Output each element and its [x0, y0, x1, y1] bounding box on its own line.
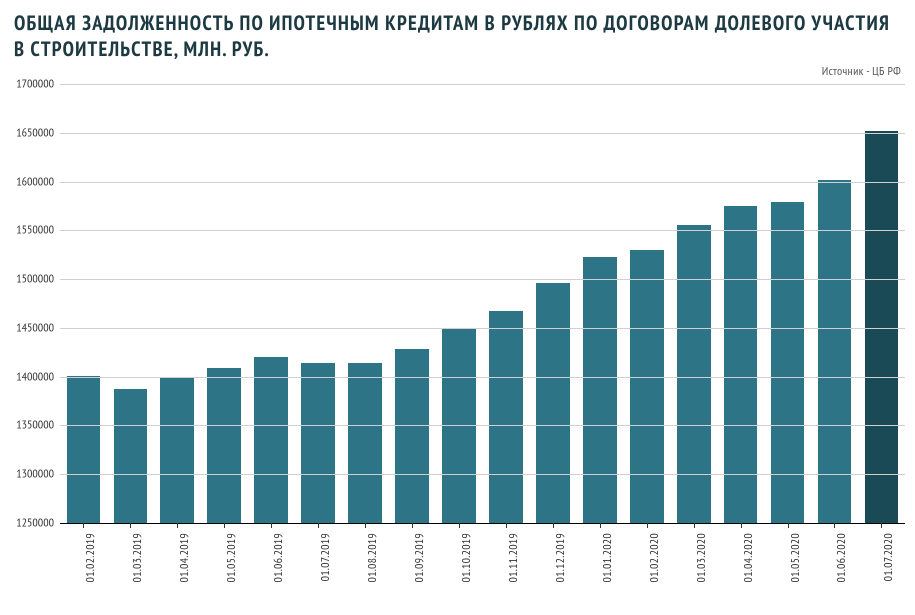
x-tick: [83, 523, 84, 528]
x-tick: [600, 523, 601, 528]
bar: [583, 257, 617, 523]
x-tick-label: 01.07.2020: [881, 533, 896, 581]
bar-slot: 01.03.2019: [107, 84, 154, 523]
x-tick: [459, 523, 460, 528]
bar-slot: 01.12.2019: [529, 84, 576, 523]
grid-line: [60, 474, 905, 475]
x-tick: [647, 523, 648, 528]
plot-area: 01.02.201901.03.201901.04.201901.05.2019…: [60, 84, 905, 524]
bar-slot: 01.07.2019: [295, 84, 342, 523]
bars-group: 01.02.201901.03.201901.04.201901.05.2019…: [60, 84, 905, 523]
x-tick-label: 01.06.2019: [271, 533, 286, 582]
grid-line: [60, 182, 905, 183]
bar: [536, 283, 570, 523]
x-tick: [741, 523, 742, 528]
bar: [254, 357, 288, 523]
x-tick-label: 01.12.2019: [553, 533, 568, 582]
bar-slot: 01.04.2019: [154, 84, 201, 523]
grid-line: [60, 425, 905, 426]
x-tick-label: 01.08.2019: [365, 533, 380, 582]
x-tick-label: 01.11.2019: [506, 533, 521, 582]
y-tick-label: 1600000: [16, 174, 54, 189]
x-tick: [412, 523, 413, 528]
y-tick-label: 1350000: [16, 418, 54, 433]
bar: [395, 349, 429, 523]
grid-line: [60, 377, 905, 378]
grid-line: [60, 133, 905, 134]
bar: [207, 368, 241, 523]
x-tick-label: 01.01.2020: [600, 533, 615, 582]
x-tick-label: 01.03.2020: [694, 533, 709, 582]
chart-title: ОБЩАЯ ЗАДОЛЖЕННОСТЬ ПО ИПОТЕЧНЫМ КРЕДИТА…: [14, 10, 901, 62]
x-tick: [318, 523, 319, 528]
x-tick-label: 01.07.2019: [318, 533, 333, 581]
x-tick-label: 01.02.2019: [83, 533, 98, 582]
x-tick-label: 01.05.2020: [788, 533, 803, 582]
x-tick: [224, 523, 225, 528]
bar: [301, 363, 335, 523]
bar-slot: 01.11.2019: [482, 84, 529, 523]
grid-line: [60, 328, 905, 329]
bar: [67, 376, 101, 523]
x-tick-label: 01.03.2019: [130, 533, 145, 582]
bar-slot: 01.08.2019: [342, 84, 389, 523]
bar: [160, 378, 194, 523]
x-tick-label: 01.05.2019: [224, 533, 239, 582]
grid-line: [60, 230, 905, 231]
y-tick-label: 1250000: [16, 516, 54, 531]
x-tick: [788, 523, 789, 528]
bar-slot: 01.06.2019: [248, 84, 295, 523]
x-tick-label: 01.06.2020: [834, 533, 849, 582]
bar-slot: 01.04.2020: [717, 84, 764, 523]
chart-container: ОБЩАЯ ЗАДОЛЖЕННОСТЬ ПО ИПОТЕЧНЫМ КРЕДИТА…: [0, 0, 915, 615]
y-tick-label: 1400000: [16, 369, 54, 384]
bar: [348, 363, 382, 523]
y-tick-label: 1300000: [16, 467, 54, 482]
bar: [724, 206, 758, 523]
x-tick-label: 01.04.2020: [741, 533, 756, 582]
bar-slot: 01.01.2020: [576, 84, 623, 523]
bar-slot: 01.06.2020: [811, 84, 858, 523]
bar: [630, 250, 664, 523]
x-tick-label: 01.09.2019: [412, 533, 427, 582]
bar: [489, 311, 523, 523]
y-tick-label: 1450000: [16, 320, 54, 335]
x-tick: [271, 523, 272, 528]
x-tick: [365, 523, 366, 528]
grid-line: [60, 84, 905, 85]
bar-slot: 01.05.2020: [764, 84, 811, 523]
grid-line: [60, 279, 905, 280]
x-tick: [177, 523, 178, 528]
x-tick: [130, 523, 131, 528]
bar-slot: 01.05.2019: [201, 84, 248, 523]
x-tick: [834, 523, 835, 528]
chart-source: Источник - ЦБ РФ: [822, 64, 901, 79]
bar-slot: 01.10.2019: [436, 84, 483, 523]
y-tick-label: 1700000: [16, 77, 54, 92]
bar-slot: 01.09.2019: [389, 84, 436, 523]
bar: [677, 225, 711, 523]
x-tick-label: 01.02.2020: [647, 533, 662, 582]
y-tick-label: 1550000: [16, 223, 54, 238]
bar-slot: 01.03.2020: [670, 84, 717, 523]
bar-slot: 01.07.2020: [858, 84, 905, 523]
y-tick-label: 1650000: [16, 125, 54, 140]
y-tick-label: 1500000: [16, 272, 54, 287]
x-tick: [694, 523, 695, 528]
x-tick: [881, 523, 882, 528]
x-tick-label: 01.04.2019: [177, 533, 192, 582]
x-tick: [553, 523, 554, 528]
x-tick: [506, 523, 507, 528]
bar: [114, 389, 148, 523]
bar-slot: 01.02.2020: [623, 84, 670, 523]
bar-slot: 01.02.2019: [60, 84, 107, 523]
x-tick-label: 01.10.2019: [459, 533, 474, 582]
